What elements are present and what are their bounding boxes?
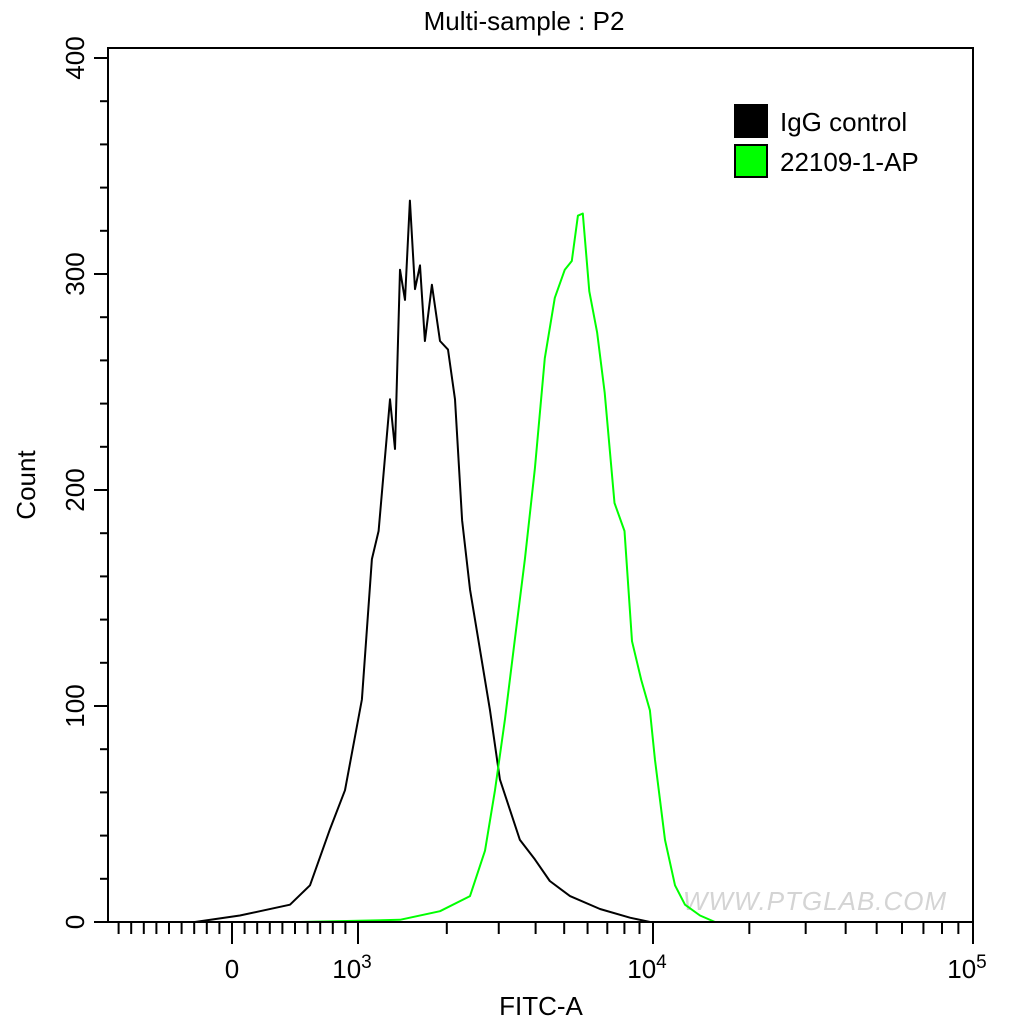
x-tick-label-0: 0	[225, 954, 239, 984]
y-axis: 0 100 200 300 400	[60, 36, 108, 929]
y-tick-label-2: 200	[60, 468, 90, 511]
y-tick-label-4: 400	[60, 36, 90, 79]
series-layer	[194, 199, 716, 923]
watermark: WWW.PTGLAB.COM	[683, 886, 947, 916]
y-axis-label: Count	[11, 450, 41, 520]
y-tick-label-0: 0	[60, 915, 90, 929]
y-tick-label-1: 100	[60, 684, 90, 727]
legend: IgG control 22109-1-AP	[734, 104, 919, 178]
chart-title: Multi-sample : P2	[424, 6, 625, 36]
series-line-0	[194, 199, 651, 923]
x-axis: 0 103 104 105	[117, 922, 987, 984]
legend-swatch-0	[734, 104, 768, 138]
x-tick-label-2: 104	[627, 952, 667, 984]
legend-swatch-1	[734, 144, 768, 178]
legend-label-0: IgG control	[780, 107, 907, 137]
x-tick-label-1: 103	[332, 952, 372, 984]
x-tick-label-3: 105	[947, 952, 987, 984]
series-line-1	[299, 212, 716, 923]
x-axis-label: FITC-A	[499, 991, 583, 1021]
legend-label-1: 22109-1-AP	[780, 147, 919, 177]
plot-frame	[107, 47, 974, 923]
y-tick-label-3: 300	[60, 252, 90, 295]
